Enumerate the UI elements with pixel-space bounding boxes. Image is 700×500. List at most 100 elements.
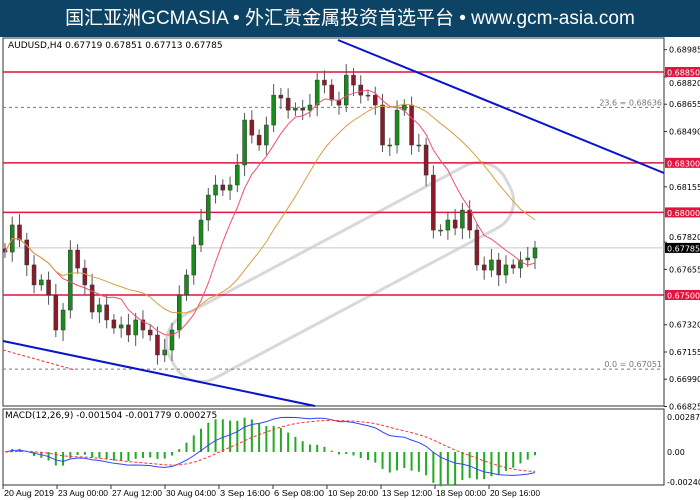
bull-candle: [184, 274, 189, 296]
bull-candle: [169, 329, 175, 351]
bull-candle: [460, 209, 465, 229]
bull-candle: [133, 319, 138, 336]
bear-candle: [278, 94, 284, 99]
bull-candle: [162, 349, 167, 356]
level-price-label: 0.68300: [667, 159, 700, 168]
bear-candle: [31, 264, 37, 286]
time-tick-label: 3 Sep 16:00: [220, 489, 271, 498]
bear-candle: [380, 104, 385, 146]
bear-candle: [147, 329, 153, 336]
level-price-tag: [665, 66, 700, 77]
price-tick-label: 0.68820: [669, 79, 700, 88]
bull-candle: [365, 94, 371, 97]
bull-candle: [213, 184, 218, 196]
time-tick-label: 13 Sep 12:00: [382, 489, 433, 498]
time-tick-label: 6 Sep 08:00: [274, 489, 325, 498]
level-price-label: 0.68000: [667, 209, 700, 218]
bull-candle: [525, 257, 530, 261]
moving-average-slow: [4, 103, 536, 314]
price-tick-label: 0.68490: [669, 127, 700, 136]
bear-candle: [46, 279, 51, 296]
level-price-tag: [665, 290, 700, 300]
bull-candle: [60, 309, 66, 331]
moving-average-fast: [4, 89, 536, 336]
bull-candle: [235, 164, 240, 186]
macd-tick-label: -0.002404: [667, 478, 700, 487]
trendline-upper: [337, 39, 665, 174]
current-price-label: 0.67785: [667, 244, 700, 253]
bull-candle: [118, 324, 124, 329]
watermark-logo: [164, 160, 516, 384]
bull-candle: [293, 107, 298, 111]
level-price-tag: [665, 207, 700, 218]
bear-candle: [155, 334, 160, 356]
time-tick-label: 27 Aug 12:00: [112, 489, 163, 498]
bear-candle: [140, 319, 146, 331]
time-tick-label: 20 Sep 16:00: [490, 489, 541, 498]
bull-candle: [97, 304, 102, 313]
bear-candle: [351, 74, 356, 86]
bull-candle: [191, 244, 197, 276]
bull-candle: [402, 104, 407, 111]
bear-candle: [126, 324, 131, 336]
bull-candle: [206, 194, 211, 221]
price-chart[interactable]: 23.6 = 0.68636 0.0 = 0.67051 0.68985 0.6882…: [0, 37, 700, 500]
time-tick-label: 23 Aug 00:00: [58, 489, 109, 498]
bull-candle: [307, 104, 313, 111]
price-tick-label: 0.66990: [669, 375, 700, 384]
bear-candle: [89, 284, 95, 313]
time-tick-label: 10 Sep 20:00: [328, 489, 379, 498]
price-tick-label: 0.67320: [669, 321, 700, 330]
bear-candle: [53, 294, 59, 331]
symbol-info: AUDUSD,H4 0.67719 0.67851 0.67713 0.6778…: [8, 41, 225, 51]
bear-candle: [373, 94, 378, 106]
bear-candle: [510, 264, 516, 269]
bull-candle: [227, 184, 233, 191]
current-price-tag: [665, 242, 700, 253]
bear-candle: [358, 84, 364, 96]
time-tick-label: 20 Aug 2019: [4, 489, 55, 498]
bull-candle: [264, 124, 269, 146]
bear-candle: [285, 97, 291, 111]
bull-candle: [503, 264, 509, 276]
main-pane-frame: [2, 37, 665, 407]
level-price-label: 0.68850: [667, 68, 700, 77]
price-tick-label: 0.68155: [669, 183, 700, 192]
price-tick-label: 0.67820: [669, 233, 700, 242]
bear-candle: [481, 264, 487, 271]
bull-candle: [532, 247, 538, 259]
bull-candle: [489, 259, 494, 271]
bull-candle: [242, 119, 247, 166]
bear-candle: [75, 249, 80, 269]
bear-candle: [82, 267, 88, 286]
time-tick-label: 18 Sep 00:00: [436, 489, 487, 498]
bull-candle: [445, 219, 451, 231]
bear-candle: [256, 134, 262, 146]
macd-tick-label: 0.00: [667, 448, 685, 457]
level-price-tag: [665, 157, 700, 168]
bear-candle: [249, 119, 255, 136]
bull-candle: [387, 144, 393, 147]
bear-candle: [452, 219, 458, 229]
bull-candle: [68, 249, 73, 311]
bear-candle: [467, 209, 472, 231]
bear-candle: [24, 239, 30, 266]
bear-candle: [17, 224, 22, 241]
price-tick-label: 0.67155: [669, 348, 700, 357]
bear-candle: [104, 304, 109, 321]
bear-candle: [409, 104, 414, 146]
fibo-label: 23.6 = 0.68636: [599, 98, 662, 107]
price-tick-label: 0.68985: [669, 46, 700, 55]
banner-title: 国汇亚洲GCMASIA • 外汇贵金属投资首选平台 • www.gcm-asia…: [0, 0, 700, 37]
trendline-dashed: [2, 349, 76, 371]
bear-candle: [220, 184, 226, 191]
bull-candle: [343, 74, 349, 106]
price-tick-label: 0.68655: [669, 100, 700, 109]
bull-candle: [198, 219, 204, 246]
bear-candle: [423, 144, 429, 176]
price-tick-label: 0.66825: [669, 403, 700, 412]
bull-candle: [438, 229, 443, 232]
bear-candle: [329, 84, 334, 101]
bear-candle: [111, 319, 117, 329]
macd-tick-label: 0.00287: [667, 413, 700, 422]
